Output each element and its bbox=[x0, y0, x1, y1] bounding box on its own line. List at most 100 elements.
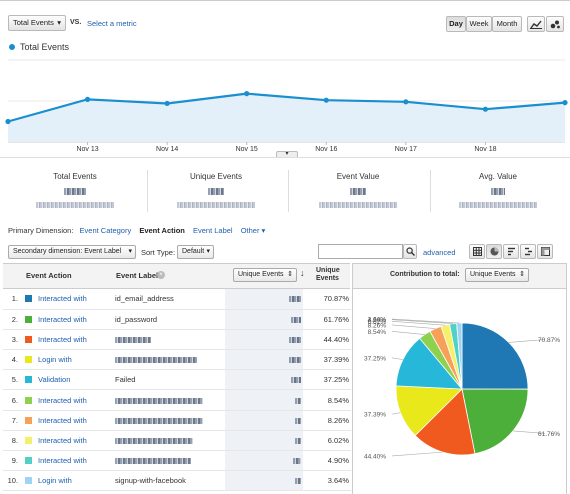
unique-events-pct: 6.02% bbox=[303, 430, 351, 452]
contribution-header bbox=[352, 263, 567, 289]
pie-slice[interactable] bbox=[456, 322, 463, 390]
table-row[interactable]: 5. Validation Failed 37.25% bbox=[3, 369, 351, 391]
unique-events-pct: 37.25% bbox=[303, 369, 351, 391]
data-point[interactable] bbox=[244, 91, 250, 97]
redacted-value bbox=[293, 458, 301, 465]
table-view-icon[interactable] bbox=[469, 244, 485, 259]
scorecard-divider bbox=[288, 170, 289, 212]
pie-slice[interactable] bbox=[414, 388, 476, 456]
table-row[interactable]: 4. Login with 37.39% bbox=[3, 349, 351, 371]
redacted-value bbox=[295, 437, 301, 444]
advanced-link[interactable]: advanced bbox=[423, 248, 456, 257]
table-row[interactable]: 6. Interacted with 8.54% bbox=[3, 389, 351, 411]
event-action-link[interactable]: Interacted with bbox=[38, 456, 87, 466]
table-row[interactable]: 7. Interacted with 8.26% bbox=[3, 410, 351, 431]
pie-slice-label: 8.26% bbox=[368, 322, 387, 329]
data-point[interactable] bbox=[482, 106, 489, 112]
week-button[interactable]: Week bbox=[466, 16, 492, 32]
event-action-link[interactable]: Interacted with bbox=[38, 435, 87, 445]
pie-leader-line bbox=[508, 339, 546, 343]
row-number: 8. bbox=[3, 430, 23, 452]
x-tick-label: Nov 18 bbox=[474, 146, 496, 153]
data-point[interactable] bbox=[403, 99, 409, 105]
month-button[interactable]: Month bbox=[492, 16, 522, 32]
sort-type-select[interactable]: Default ▾ bbox=[177, 245, 214, 259]
table-row[interactable]: 2. Interacted with id_password 61.76% bbox=[3, 309, 351, 330]
dimension-event-category[interactable]: Event Category bbox=[79, 226, 132, 235]
event-action-link[interactable]: Login with bbox=[38, 476, 72, 486]
data-point[interactable] bbox=[84, 96, 91, 102]
series-line bbox=[7, 92, 566, 123]
remove-dimension-icon[interactable]: × bbox=[157, 271, 165, 279]
primary-dimension-bar: Primary Dimension: Event Category Event … bbox=[8, 226, 265, 235]
motion-chart-icon[interactable] bbox=[546, 16, 564, 32]
contribution-label: Contribution to total: bbox=[390, 271, 460, 278]
dimension-other[interactable]: Other bbox=[240, 226, 260, 235]
event-action-link[interactable]: Interacted with bbox=[38, 395, 87, 405]
scorecard-label: Event Value bbox=[336, 172, 380, 181]
x-tick-label: Nov 16 bbox=[315, 146, 337, 153]
event-label[interactable]: id_email_address bbox=[115, 294, 174, 304]
table-row[interactable]: 3. Interacted with 44.40% bbox=[3, 329, 351, 351]
data-point[interactable] bbox=[562, 100, 568, 106]
redacted-value bbox=[64, 188, 86, 196]
col-header-event-action[interactable]: Event Action bbox=[26, 271, 72, 280]
table-metric-select[interactable]: Unique Events ⇕ bbox=[233, 268, 297, 282]
primary-dimension-label: Primary Dimension: bbox=[8, 226, 74, 235]
table-row[interactable]: 1. Interacted with id_email_address 70.87% bbox=[3, 289, 351, 310]
col-header-unique-events[interactable]: Unique Events bbox=[316, 267, 340, 282]
day-button[interactable]: Day bbox=[446, 16, 466, 32]
redacted-value bbox=[289, 357, 301, 364]
sort-desc-icon[interactable]: ↓ bbox=[300, 268, 305, 278]
table-row[interactable]: 8. Interacted with 6.02% bbox=[3, 430, 351, 452]
secondary-dimension-select[interactable]: Secondary dimension: Event Label ▾ bbox=[8, 245, 136, 259]
x-tick-label: Nov 17 bbox=[395, 146, 417, 153]
contribution-select[interactable]: Unique Events ⇕ bbox=[465, 268, 529, 282]
data-table: 1. Interacted with id_email_address 70.87% 2… bbox=[3, 289, 351, 492]
search-button[interactable] bbox=[403, 244, 417, 259]
event-action-link[interactable]: Interacted with bbox=[38, 314, 87, 324]
row-color-swatch bbox=[25, 436, 32, 444]
event-label[interactable]: id_password bbox=[115, 314, 158, 324]
redacted-value bbox=[289, 296, 301, 303]
pie-slice[interactable] bbox=[461, 322, 529, 390]
row-color-swatch bbox=[25, 356, 32, 364]
row-color-swatch bbox=[25, 295, 32, 303]
col-header-event-label[interactable]: Event Label bbox=[116, 271, 159, 280]
event-action-link[interactable]: Interacted with bbox=[38, 415, 87, 425]
legend-dot-icon bbox=[9, 44, 15, 50]
row-color-swatch bbox=[25, 376, 32, 384]
pie-leader-line bbox=[391, 320, 446, 326]
select-metric-link[interactable]: Select a metric bbox=[87, 19, 137, 28]
line-chart-icon[interactable] bbox=[527, 16, 545, 32]
event-action-link[interactable]: Validation bbox=[38, 375, 71, 385]
pie-slice[interactable] bbox=[395, 385, 463, 437]
metric-select[interactable]: Total Events ▾ bbox=[8, 15, 66, 31]
pie-slice[interactable] bbox=[395, 337, 463, 390]
event-action-link[interactable]: Interacted with bbox=[38, 334, 87, 344]
table-row[interactable]: 10. Login with signup-with-facebook 3.64% bbox=[3, 470, 351, 492]
dimension-event-label[interactable]: Event Label bbox=[192, 226, 233, 235]
chevron-down-icon: ▾ bbox=[206, 248, 210, 255]
event-label[interactable]: signup-with-facebook bbox=[115, 476, 186, 486]
dimension-event-action[interactable]: Event Action bbox=[139, 226, 185, 235]
pie-slice-label: 61.76% bbox=[538, 431, 560, 438]
data-point[interactable] bbox=[323, 97, 329, 103]
table-row[interactable]: 9. Interacted with 4.90% bbox=[3, 450, 351, 472]
pie-panel bbox=[352, 289, 567, 494]
data-point[interactable] bbox=[164, 100, 170, 107]
pie-slice-label: 37.39% bbox=[364, 412, 386, 419]
comparison-view-icon[interactable] bbox=[520, 244, 536, 259]
event-label[interactable]: Failed bbox=[115, 375, 136, 385]
unique-events-pct: 8.26% bbox=[303, 410, 351, 431]
event-action-link[interactable]: Interacted with bbox=[38, 294, 87, 304]
chevron-down-icon: ▾ bbox=[128, 248, 132, 255]
data-point[interactable] bbox=[5, 118, 11, 125]
search-input[interactable] bbox=[318, 244, 403, 259]
event-action-link[interactable]: Login with bbox=[38, 355, 72, 365]
performance-view-icon[interactable] bbox=[503, 244, 519, 259]
pie-slice-label: 44.40% bbox=[364, 453, 386, 460]
pivot-view-icon[interactable] bbox=[537, 244, 553, 259]
redacted-value bbox=[295, 397, 301, 404]
pie-view-icon[interactable] bbox=[486, 244, 502, 259]
